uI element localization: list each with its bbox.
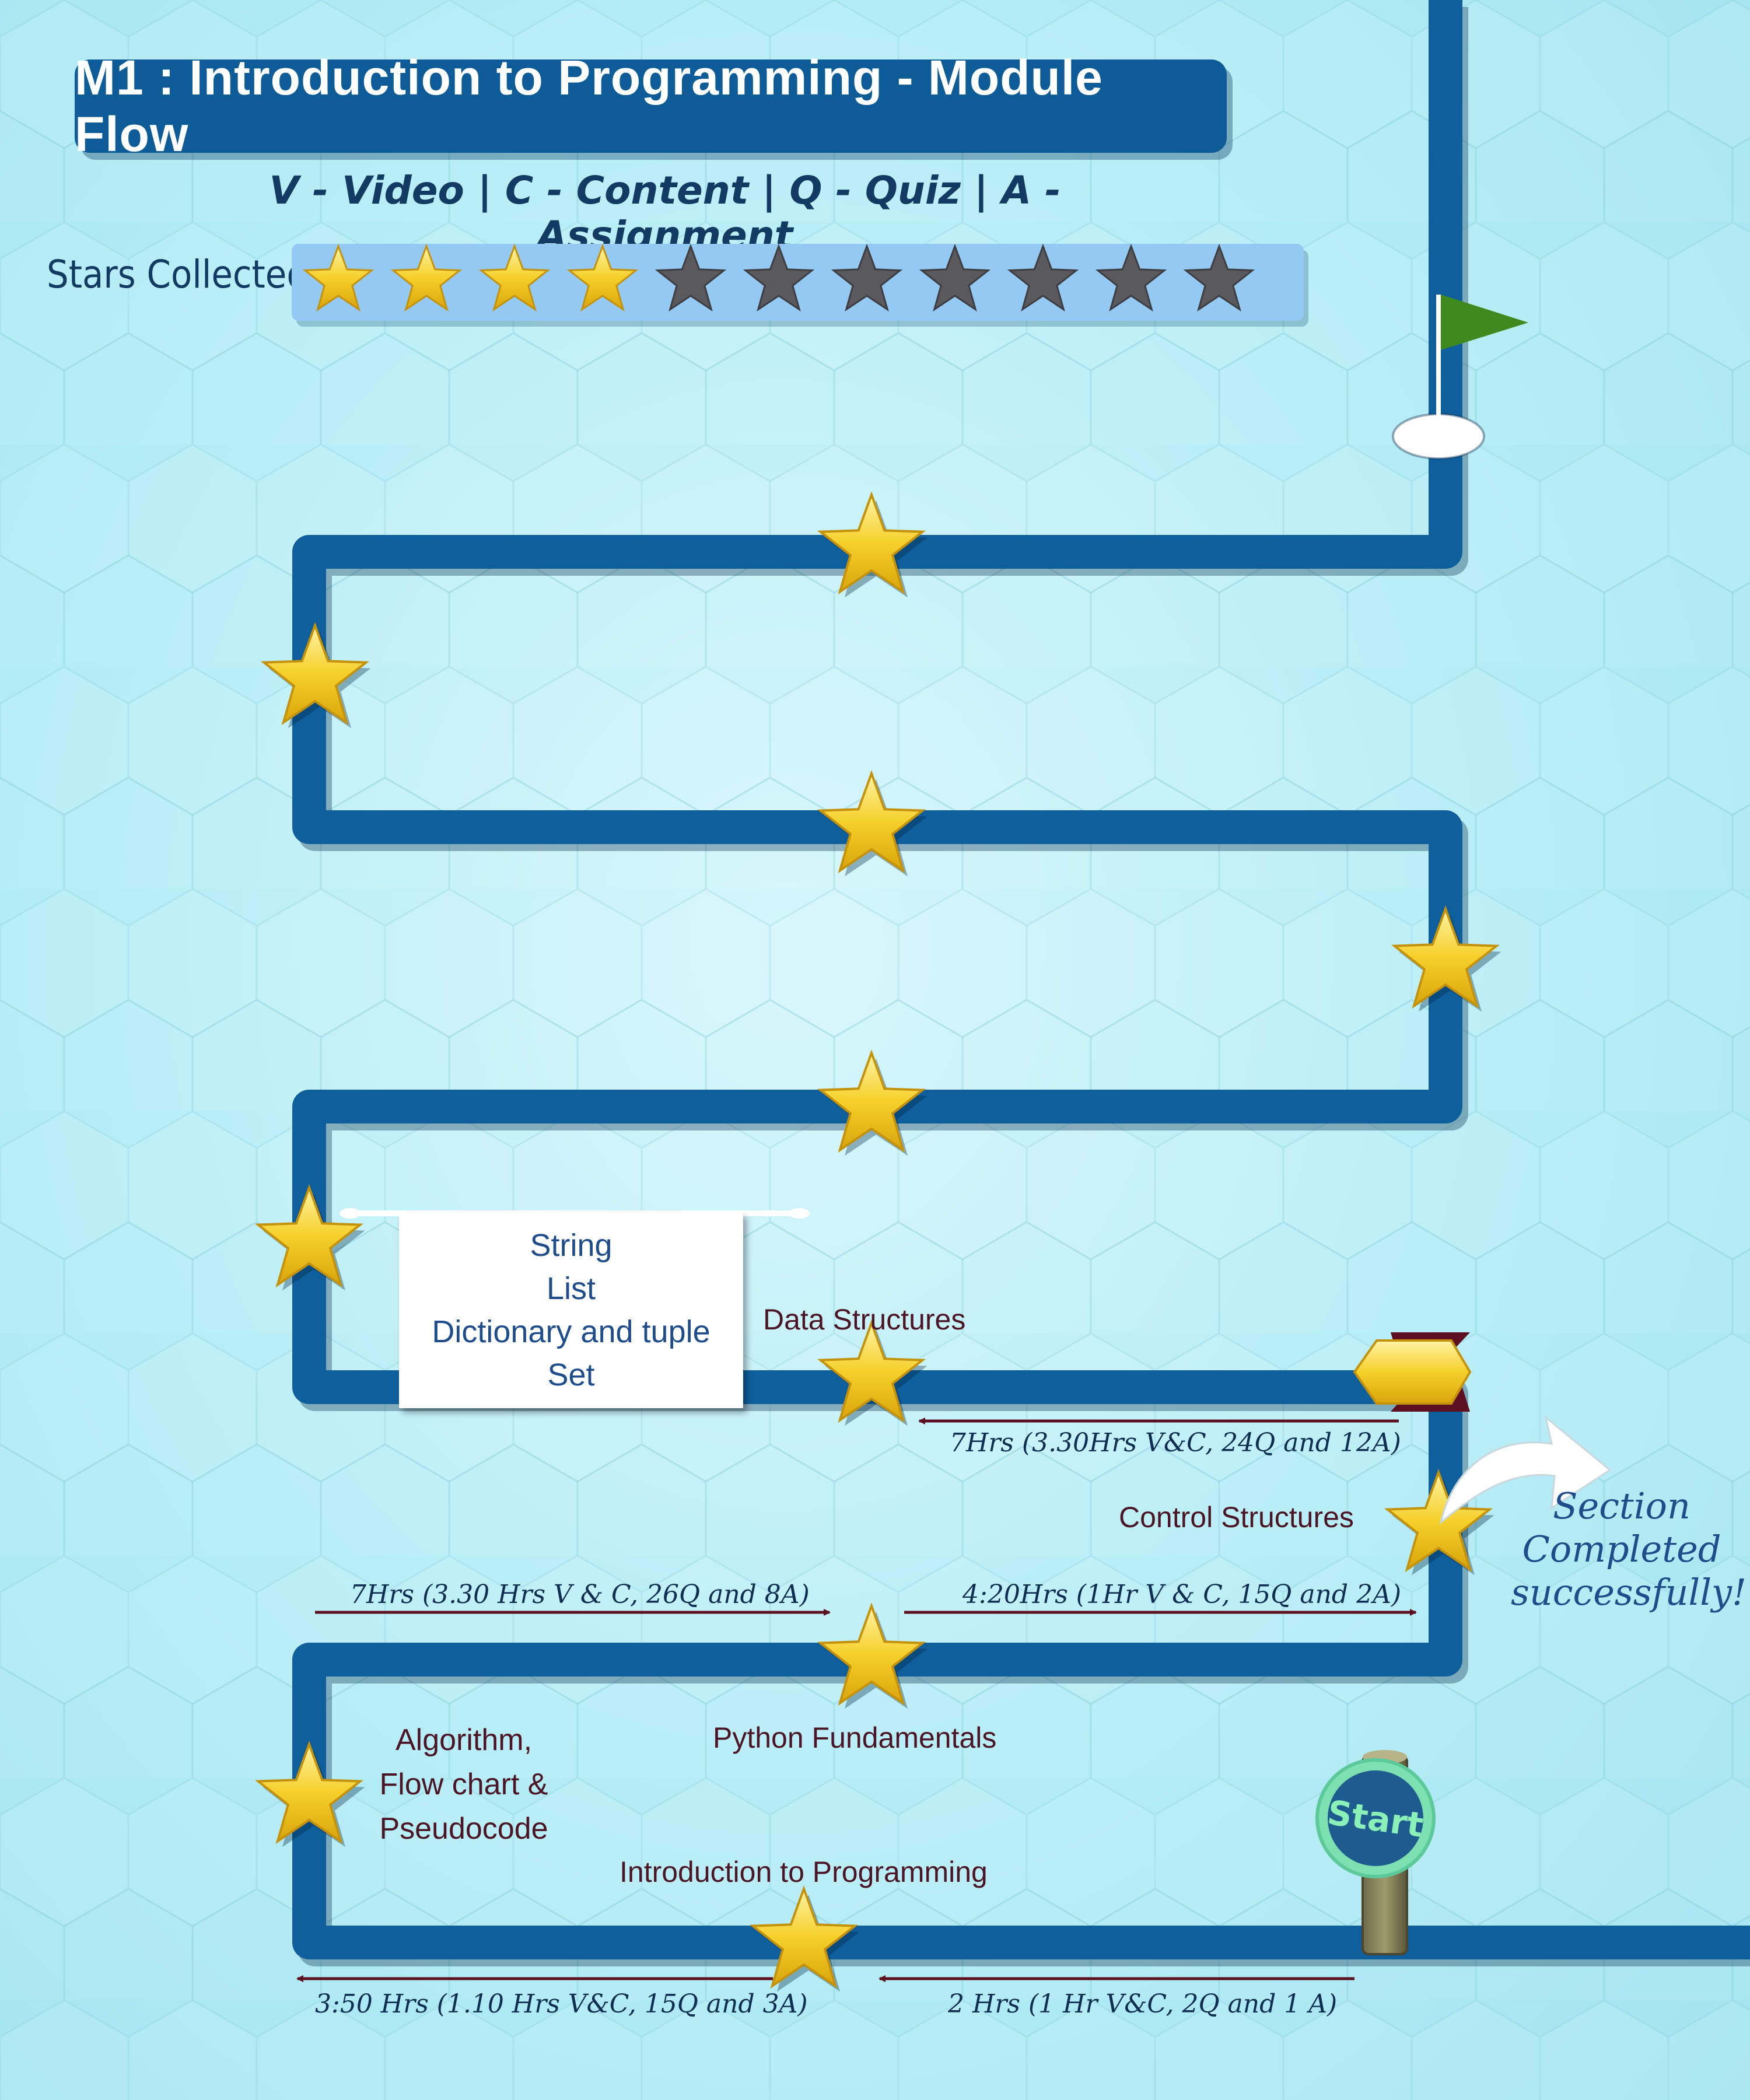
path-star-icon: [817, 491, 926, 595]
section-completed-message: Section Completed successfully!: [1511, 1485, 1746, 1614]
path-star-icon: [817, 1320, 926, 1423]
star-filled-icon: [478, 243, 551, 312]
data-structures-topics-sign: String List Dictionary and tuple Set: [399, 1212, 743, 1408]
star-empty-icon: [743, 243, 815, 312]
stars-progress-bar: [292, 243, 1304, 321]
algorithm-line: Flow chart &: [379, 1768, 548, 1801]
start-sign: Start: [1315, 1750, 1436, 1955]
stars-row: [302, 243, 1255, 312]
completed-arrow-icon: [1439, 1415, 1612, 1525]
path-star-icon: [260, 622, 370, 726]
star-empty-icon: [1183, 243, 1255, 312]
star-empty-icon: [919, 243, 991, 312]
path-star-icon: [254, 1184, 364, 1288]
control-structures-label: Control Structures: [1119, 1501, 1354, 1534]
topic-item: List: [546, 1271, 596, 1306]
completed-line: Completed: [1522, 1528, 1721, 1570]
module-path: [292, 0, 1750, 1959]
star-empty-icon: [831, 243, 903, 312]
algorithm-line: Pseudocode: [379, 1812, 548, 1846]
duration-python-fundamentals: 7Hrs (3.30 Hrs V & C, 26Q and 8A): [350, 1580, 810, 1609]
path-star-icon: [817, 1602, 926, 1706]
introduction-label: Introduction to Programming: [620, 1856, 988, 1888]
page-title: M1 : Introduction to Programming - Modul…: [75, 50, 1103, 162]
star-empty-icon: [1007, 243, 1079, 312]
duration-intro: 2 Hrs (1 Hr V&C, 2Q and 1 A): [948, 1989, 1338, 2019]
milestone-hexagon-icon: [1353, 1332, 1472, 1412]
path-star-icon: [1384, 1469, 1493, 1573]
star-filled-icon: [302, 243, 374, 312]
path-stars: [254, 491, 1502, 1992]
path-star-icon: [254, 1741, 364, 1845]
completed-line: Section: [1553, 1485, 1690, 1527]
path-star-icon: [817, 1049, 926, 1153]
python-fundamentals-label: Python Fundamentals: [713, 1721, 997, 1754]
completed-line: successfully!: [1511, 1571, 1746, 1614]
algorithm-line: Algorithm,: [395, 1723, 533, 1757]
path-star-icon: [817, 770, 926, 874]
duration-arrows: [296, 1418, 1417, 1982]
duration-control-structures: 4:20Hrs (1Hr V & C, 15Q and 2A): [963, 1580, 1402, 1609]
algorithm-label: Algorithm, Flow chart & Pseudocode: [368, 1718, 560, 1851]
duration-algorithm: 3:50 Hrs (1.10 Hrs V&C, 15Q and 3A): [315, 1989, 808, 2019]
path-star-icon: [1391, 905, 1500, 1009]
stars-collected-label: Stars Collected: [47, 252, 309, 297]
topic-item: Dictionary and tuple: [432, 1314, 710, 1349]
data-structures-label: Data Structures: [763, 1303, 966, 1336]
path-star-icon: [749, 1885, 859, 1989]
star-empty-icon: [1095, 243, 1167, 312]
star-filled-icon: [566, 243, 639, 312]
star-filled-icon: [390, 243, 463, 312]
duration-data-structures: 7Hrs (3.30Hrs V&C, 24Q and 12A): [950, 1428, 1401, 1458]
title-banner: M1 : Introduction to Programming - Modul…: [75, 50, 1227, 162]
star-empty-icon: [654, 243, 727, 312]
flag-icon: [1392, 295, 1528, 460]
topic-item: String: [530, 1228, 612, 1263]
topic-item: Set: [547, 1357, 595, 1392]
